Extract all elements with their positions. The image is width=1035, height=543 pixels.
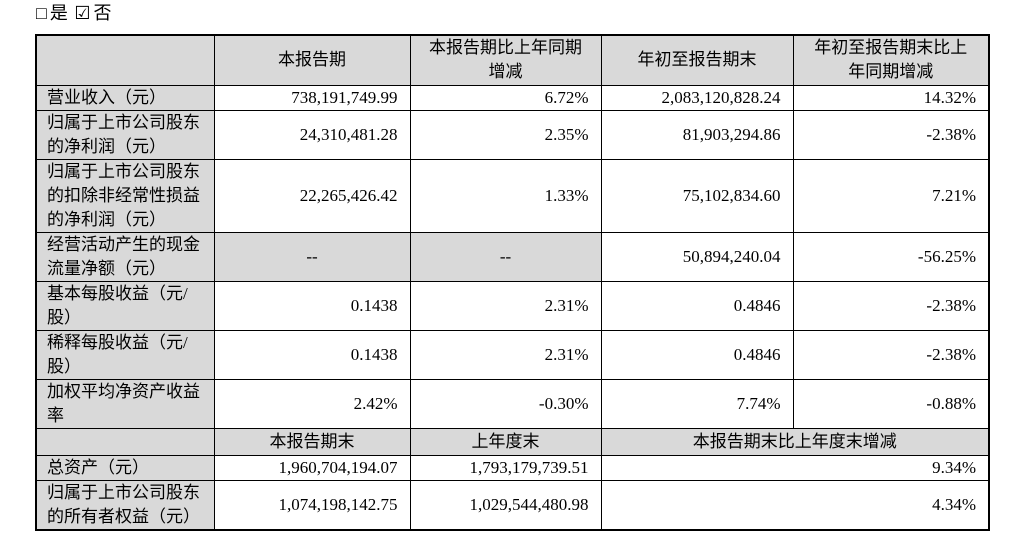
cell-value: -2.38%: [792, 109, 990, 160]
cell-value: 2.35%: [409, 109, 602, 160]
cell-value: 1,960,704,194.07: [213, 454, 411, 481]
row-label: 归属于上市公司股东的所有者权益（元）: [35, 479, 215, 530]
checkbox-yes-option: □ 是: [36, 3, 69, 23]
cell-value: 1,029,544,480.98: [409, 479, 602, 530]
corner-cell: [35, 34, 215, 86]
cell-value: 738,191,749.99: [213, 84, 411, 111]
col-header-current-period: 本报告期: [213, 34, 411, 86]
row-label: 总资产（元）: [35, 454, 215, 481]
cell-value: 81,903,294.86: [600, 109, 794, 160]
cell-value: 6.72%: [409, 84, 602, 111]
row-label: 营业收入（元）: [35, 84, 215, 111]
cell-value: 1,074,198,142.75: [213, 479, 411, 530]
cell-value: 2.31%: [409, 329, 602, 380]
cell-value: 7.74%: [600, 378, 794, 429]
checkbox-unchecked-icon: □: [36, 3, 48, 23]
cell-value: -2.38%: [792, 280, 990, 331]
financial-summary-table: 本报告期 本报告期比上年同期增减 年初至报告期末 年初至报告期末比上年同期增减 …: [35, 34, 990, 531]
row-label: 归属于上市公司股东的净利润（元）: [35, 109, 215, 160]
row-label: 经营活动产生的现金流量净额（元）: [35, 231, 215, 282]
cell-value: 2.31%: [409, 280, 602, 331]
col-header-ytd: 年初至报告期末: [600, 34, 794, 86]
col-header-period-end-change: 本报告期末比上年度末增减: [600, 427, 990, 456]
checkbox-no-label: 否: [93, 3, 113, 23]
col-header-prior-year-end: 上年度末: [409, 427, 602, 456]
table-row-net-profit: 归属于上市公司股东的净利润（元） 24,310,481.28 2.35% 81,…: [35, 109, 990, 160]
table-row-net-profit-excl-nonrecurring: 归属于上市公司股东的扣除非经常性损益的净利润（元） 22,265,426.42 …: [35, 158, 990, 233]
cell-value-empty: --: [213, 231, 411, 282]
col-header-period-change: 本报告期比上年同期增减: [409, 34, 602, 86]
cell-value: -56.25%: [792, 231, 990, 282]
cell-value: -0.30%: [409, 378, 602, 429]
table-row-operating-cash-flow: 经营活动产生的现金流量净额（元） -- -- 50,894,240.04 -56…: [35, 231, 990, 282]
table-row-total-assets: 总资产（元） 1,960,704,194.07 1,793,179,739.51…: [35, 454, 990, 481]
row-label: 加权平均净资产收益率: [35, 378, 215, 429]
yes-no-checkline: □ 是 ☑ 否: [36, 3, 1035, 23]
row-label: 稀释每股收益（元/股）: [35, 329, 215, 380]
cell-value: -0.88%: [792, 378, 990, 429]
cell-value: 0.1438: [213, 280, 411, 331]
row-label: 基本每股收益（元/股）: [35, 280, 215, 331]
cell-value: 24,310,481.28: [213, 109, 411, 160]
checkbox-yes-label: 是: [49, 3, 69, 23]
cell-value: 0.4846: [600, 280, 794, 331]
table-row-basic-eps: 基本每股收益（元/股） 0.1438 2.31% 0.4846 -2.38%: [35, 280, 990, 331]
table-header-row-period: 本报告期 本报告期比上年同期增减 年初至报告期末 年初至报告期末比上年同期增减: [35, 34, 990, 86]
cell-value: 9.34%: [600, 454, 990, 481]
col-header-ytd-change: 年初至报告期末比上年同期增减: [792, 34, 990, 86]
cell-value: 50,894,240.04: [600, 231, 794, 282]
cell-value: 4.34%: [600, 479, 990, 530]
cell-value: 1,793,179,739.51: [409, 454, 602, 481]
table-row-weighted-avg-roe: 加权平均净资产收益率 2.42% -0.30% 7.74% -0.88%: [35, 378, 990, 429]
cell-value: 2,083,120,828.24: [600, 84, 794, 111]
corner-cell: [35, 427, 215, 456]
cell-value: 22,265,426.42: [213, 158, 411, 233]
cell-value: 14.32%: [792, 84, 990, 111]
table-row-owners-equity: 归属于上市公司股东的所有者权益（元） 1,074,198,142.75 1,02…: [35, 479, 990, 530]
cell-value: 2.42%: [213, 378, 411, 429]
col-header-period-end: 本报告期末: [213, 427, 411, 456]
table-row-revenue: 营业收入（元） 738,191,749.99 6.72% 2,083,120,8…: [35, 84, 990, 111]
table-row-diluted-eps: 稀释每股收益（元/股） 0.1438 2.31% 0.4846 -2.38%: [35, 329, 990, 380]
cell-value: 0.1438: [213, 329, 411, 380]
cell-value: 7.21%: [792, 158, 990, 233]
cell-value: -2.38%: [792, 329, 990, 380]
table-header-row-period-end: 本报告期末 上年度末 本报告期末比上年度末增减: [35, 427, 990, 456]
cell-value: 0.4846: [600, 329, 794, 380]
cell-value-empty: --: [409, 231, 602, 282]
checkbox-checked-icon: ☑: [74, 3, 92, 23]
checkbox-no-option: ☑ 否: [74, 3, 112, 23]
cell-value: 75,102,834.60: [600, 158, 794, 233]
row-label: 归属于上市公司股东的扣除非经常性损益的净利润（元）: [35, 158, 215, 233]
cell-value: 1.33%: [409, 158, 602, 233]
